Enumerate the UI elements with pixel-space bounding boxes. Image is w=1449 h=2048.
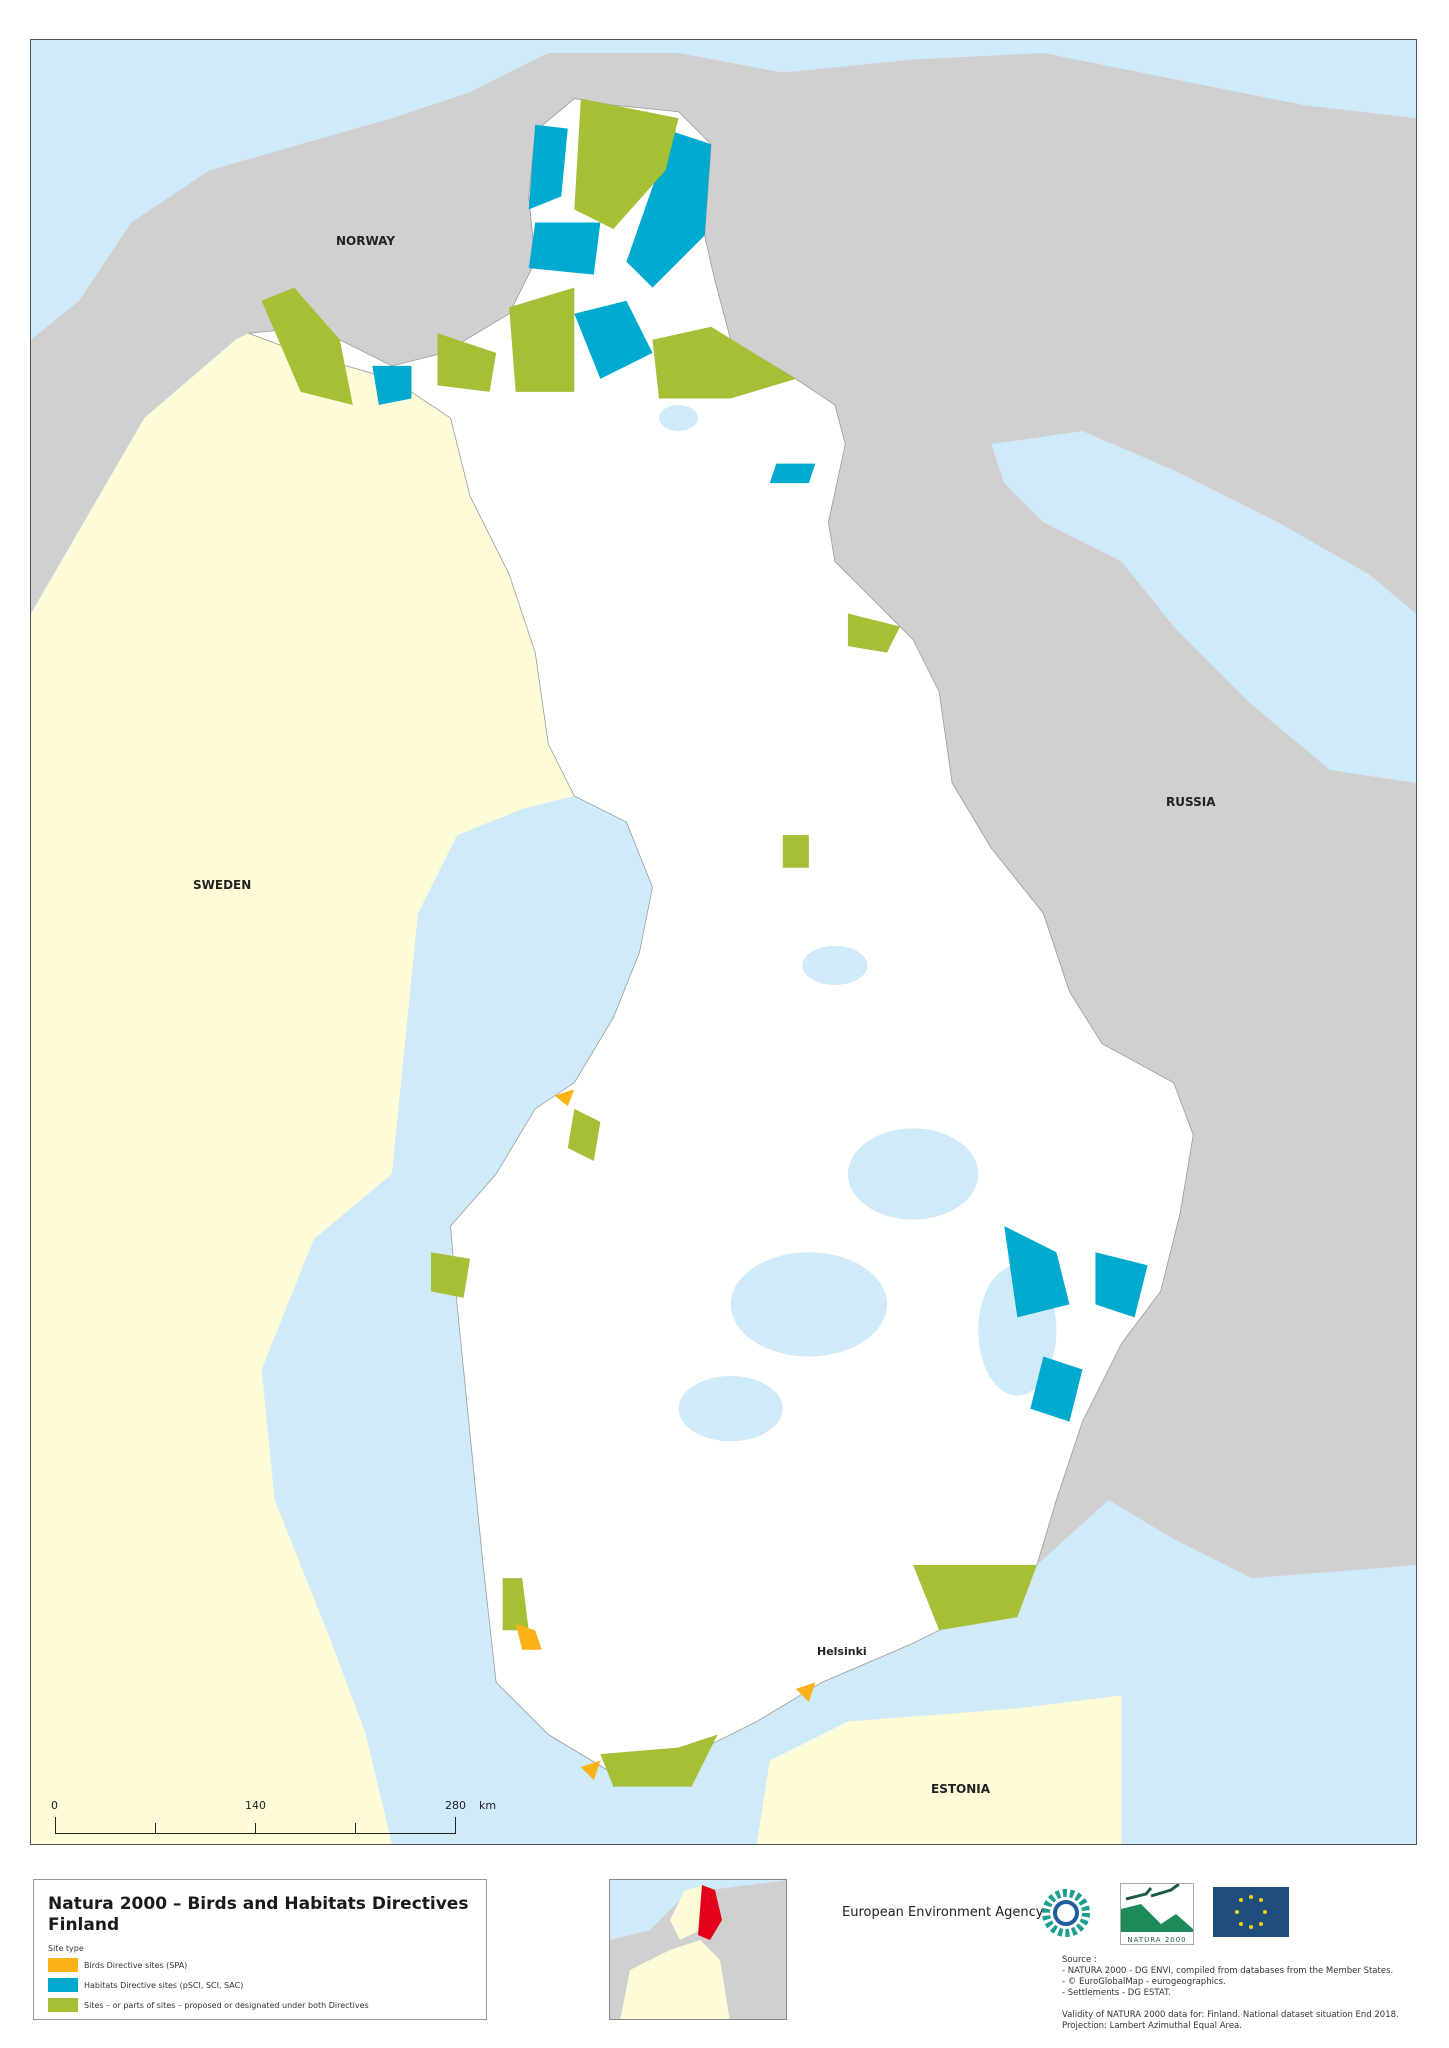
- legend: Natura 2000 – Birds and Habitats Directi…: [33, 1879, 487, 2020]
- scale-tick-0: 0: [51, 1799, 58, 1812]
- legend-item-spa: Birds Directive sites (SPA): [48, 1958, 187, 1972]
- legend-label: Birds Directive sites (SPA): [84, 1960, 188, 1970]
- swatch-spa: [48, 1958, 78, 1972]
- finland-highlight: [698, 1885, 722, 1940]
- locator-inset-map: [609, 1879, 787, 2020]
- label-estonia: ESTONIA: [931, 1782, 991, 1796]
- sweden-land: [31, 333, 575, 1844]
- eea-flower-logo: [1042, 1889, 1090, 1937]
- source-line: - NATURA 2000 - DG ENVI, compiled from d…: [1062, 1966, 1394, 1976]
- scale-tick-140: 140: [245, 1799, 266, 1812]
- label-helsinki: Helsinki: [817, 1645, 867, 1658]
- lakes: [659, 404, 1057, 1442]
- white-sea: [991, 431, 1416, 783]
- eu-flag-logo: [1213, 1887, 1289, 1937]
- source-line: - © EuroGlobalMap - eurogeographics.: [1062, 1977, 1226, 1987]
- legend-label: Habitats Directive sites (pSCI, SCI, SAC…: [84, 1980, 244, 1990]
- finland-land: [248, 98, 1194, 1775]
- map-subtitle: Finland: [48, 1915, 120, 1935]
- scale-unit: km: [479, 1799, 497, 1812]
- source-line: Source :: [1062, 1955, 1097, 1965]
- projection-line: Projection: Lambert Azimuthal Equal Area…: [1062, 2021, 1242, 2031]
- eea-name: European Environment Agency: [842, 1905, 1044, 1920]
- scale-tick-280: 280: [445, 1799, 466, 1812]
- finland-map: [31, 40, 1416, 1844]
- legend-item-both: Sites – or parts of sites – proposed or …: [48, 1998, 369, 2012]
- swatch-both: [48, 1998, 78, 2012]
- legend-heading: Site type: [48, 1944, 84, 1953]
- swatch-sci: [48, 1978, 78, 1992]
- natura2000-logo: NATURA 2000: [1120, 1882, 1194, 1945]
- label-russia: RUSSIA: [1166, 795, 1216, 809]
- label-norway: NORWAY: [336, 234, 396, 248]
- sci-sites: [372, 124, 1148, 1422]
- estonia-land: [756, 1695, 1122, 1844]
- validity-line: Validity of NATURA 2000 data for: Finlan…: [1062, 2010, 1399, 2020]
- natura-logo-text: NATURA 2000: [1127, 1936, 1187, 1944]
- legend-label: Sites – or parts of sites – proposed or …: [84, 2000, 369, 2010]
- label-sweden: SWEDEN: [193, 878, 252, 892]
- legend-item-sci: Habitats Directive sites (pSCI, SCI, SAC…: [48, 1978, 243, 1992]
- source-notes: Source : - NATURA 2000 - DG ENVI, compil…: [1062, 1955, 1399, 2032]
- map-frame[interactable]: NORWAY RUSSIA SWEDEN ESTONIA Helsinki 0 …: [30, 39, 1417, 1845]
- source-line: - Settlements - DG ESTAT.: [1062, 1988, 1171, 1998]
- map-title: Natura 2000 – Birds and Habitats Directi…: [48, 1894, 469, 1914]
